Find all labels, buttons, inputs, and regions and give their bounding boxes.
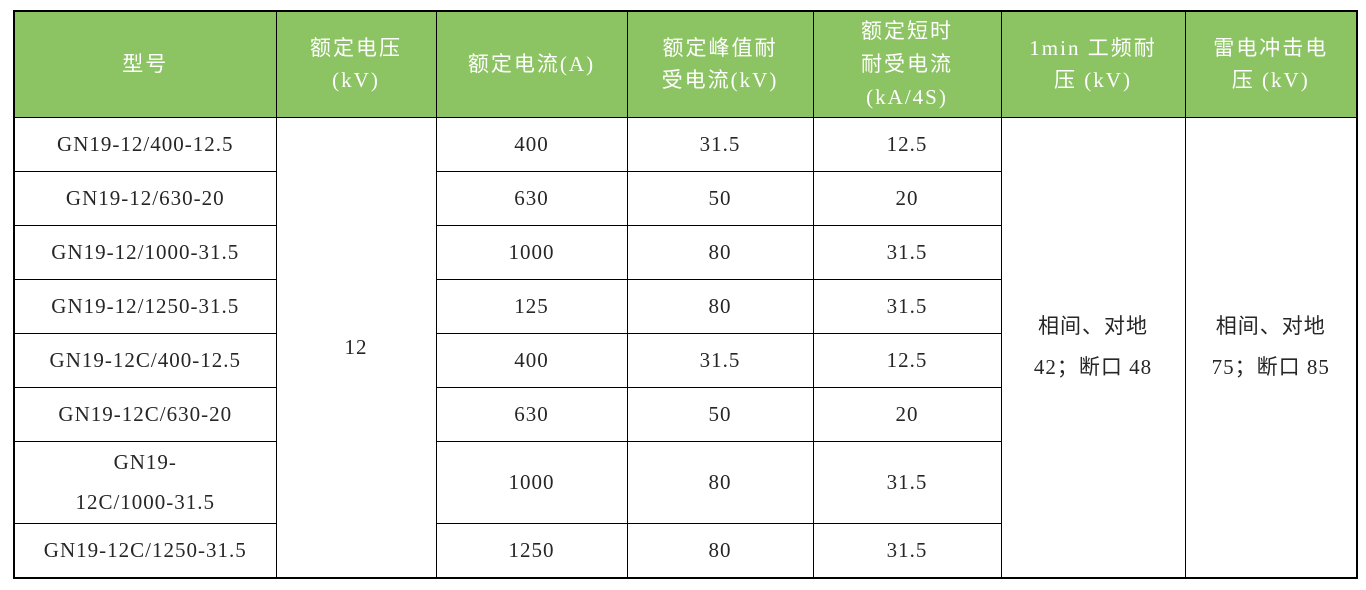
cell-rated-current: 630 — [435, 386, 628, 442]
cell-rated-current: 1000 — [435, 224, 628, 280]
cell-short-time: 31.5 — [812, 224, 1002, 280]
table-row: GN19-12/1250-31.5 125 80 31.5 — [13, 278, 1357, 334]
spec-table: 型号 额定电压 (kV) 额定电流(A) 额定峰值耐 受电流(kV) 额定短时 … — [13, 10, 1358, 579]
cell-model: GN19-12/400-12.5 — [13, 116, 277, 172]
column-header-impulse: 雷电冲击电 压 (kV) — [1184, 10, 1358, 118]
cell-model: GN19-12C/630-20 — [13, 386, 277, 442]
column-header-peak-withstand: 额定峰值耐 受电流(kV) — [626, 10, 814, 118]
table-row: GN19-12C/1250-31.5 1250 80 31.5 — [13, 523, 1357, 579]
table-body: GN19-12/400-12.5 12 400 31.5 12.5 相间、对地 … — [13, 116, 1358, 579]
column-header-rated-current: 额定电流(A) — [435, 10, 628, 118]
cell-short-time: 20 — [812, 170, 1002, 226]
cell-power-freq-merged: 相间、对地 42；断口 48 — [1000, 116, 1186, 579]
table-row: GN19-12/400-12.5 12 400 31.5 12.5 相间、对地 … — [13, 116, 1358, 579]
column-header-rated-voltage: 额定电压 (kV) — [275, 10, 437, 118]
cell-model: GN19-12C/400-12.5 — [13, 332, 277, 388]
cell-rated-current: 630 — [435, 170, 628, 226]
cell-peak: 50 — [626, 386, 814, 442]
cell-rated-current: 400 — [435, 116, 628, 172]
cell-peak: 80 — [626, 440, 814, 525]
table-row: GN19-12/630-20 630 50 20 — [13, 170, 1357, 226]
cell-short-time: 12.5 — [812, 116, 1002, 172]
cell-peak: 80 — [626, 278, 814, 334]
cell-peak: 80 — [626, 523, 814, 579]
cell-model: GN19-12C/1250-31.5 — [13, 523, 277, 579]
cell-model: GN19-12/630-20 — [13, 170, 277, 226]
cell-rated-current: 1250 — [435, 523, 628, 579]
cell-peak: 80 — [626, 224, 814, 280]
cell-short-time: 20 — [812, 386, 1002, 442]
cell-model: GN19-12/1000-31.5 — [13, 224, 277, 280]
cell-short-time: 31.5 — [812, 440, 1002, 525]
cell-rated-current: 400 — [435, 332, 628, 388]
table-row: GN19-12/1000-31.5 1000 80 31.5 — [13, 224, 1357, 280]
column-header-model: 型号 — [13, 10, 277, 118]
cell-rated-voltage-merged: 12 — [275, 116, 437, 579]
table-row: GN19-12C/630-20 630 50 20 — [13, 386, 1357, 442]
cell-short-time: 31.5 — [812, 278, 1002, 334]
column-header-power-freq: 1min 工频耐 压 (kV) — [1000, 10, 1186, 118]
cell-peak: 31.5 — [626, 332, 814, 388]
cell-short-time: 31.5 — [812, 523, 1002, 579]
cell-rated-current: 1000 — [435, 440, 628, 525]
cell-rated-current: 125 — [435, 278, 628, 334]
cell-model: GN19-12/1250-31.5 — [13, 278, 277, 334]
cell-peak: 50 — [626, 170, 814, 226]
cell-impulse-merged: 相间、对地 75；断口 85 — [1184, 116, 1358, 579]
cell-short-time: 12.5 — [812, 332, 1002, 388]
cell-peak: 31.5 — [626, 116, 814, 172]
table-row: GN19- 12C/1000-31.5 1000 80 31.5 — [13, 440, 1357, 525]
cell-model: GN19- 12C/1000-31.5 — [13, 440, 277, 525]
column-header-short-time: 额定短时 耐受电流 (kA/4S) — [812, 10, 1002, 118]
table-header: 型号 额定电压 (kV) 额定电流(A) 额定峰值耐 受电流(kV) 额定短时 … — [13, 10, 1358, 118]
header-row: 型号 额定电压 (kV) 额定电流(A) 额定峰值耐 受电流(kV) 额定短时 … — [13, 10, 1358, 118]
